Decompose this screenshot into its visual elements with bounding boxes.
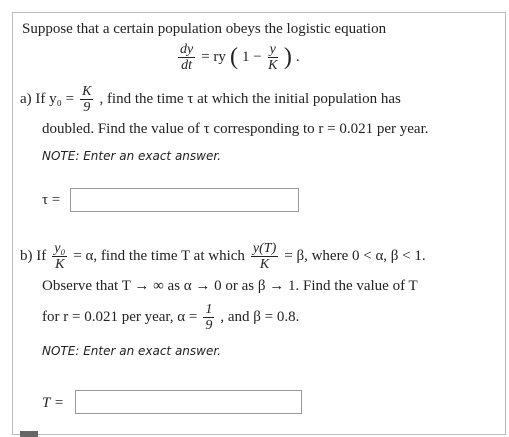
answer-label: T = [42, 395, 64, 411]
text: a) If y₀ = [20, 91, 75, 107]
answer-input[interactable] [75, 390, 302, 414]
text: b) If [20, 248, 47, 264]
part-a-answer: τ = [42, 192, 60, 209]
text: = α, find the time T at which [73, 248, 245, 264]
text: , find the time τ at which the initial p… [99, 91, 401, 107]
text: , and β = 0.8. [220, 309, 300, 325]
equation-text: . [295, 49, 300, 65]
denominator: dt [181, 58, 193, 73]
text: doubled. Find the value of τ correspondi… [42, 121, 429, 137]
intro-line: Suppose that a certain population obeys … [22, 21, 386, 38]
intro: Suppose that a certain population obeys … [22, 21, 387, 37]
paren: ( [229, 44, 238, 70]
denominator: K [259, 257, 270, 272]
part-a-line2: doubled. Find the value of τ correspondi… [42, 121, 428, 138]
numerator: y [267, 42, 278, 58]
fraction: y₀ K [52, 241, 68, 272]
denominator: 9 [205, 318, 213, 333]
text: = β, where 0 < α, β < 1. [284, 248, 426, 264]
answer-label: τ = [42, 192, 61, 208]
numerator: dy [178, 42, 196, 58]
text: Observe that T → ∞ as α → 0 or as β → 1.… [42, 278, 418, 294]
toolbar-stub [20, 431, 38, 437]
part-b-line2: Observe that T → ∞ as α → 0 or as β → 1.… [42, 278, 418, 295]
question-box [12, 12, 506, 435]
fraction: dy dt [178, 42, 196, 73]
fraction: y(T) K [250, 241, 279, 272]
note: NOTE: Enter an exact answer. [42, 149, 221, 163]
numerator: K [80, 84, 94, 100]
denominator: 9 [83, 100, 91, 115]
denominator: K [268, 58, 278, 73]
equation-text: 1 − [241, 49, 262, 65]
numerator: y(T) [250, 241, 279, 257]
part-a-note-line: NOTE: Enter an exact answer. [42, 149, 221, 163]
part-b-note-line: NOTE: Enter an exact answer. [42, 344, 221, 358]
equation-text: = ry [201, 49, 226, 65]
part-b-answer: T = [42, 395, 64, 412]
text: for r = 0.021 per year, α = [42, 309, 198, 325]
numerator: y₀ [52, 241, 68, 257]
numerator: 1 [203, 302, 215, 318]
note: NOTE: Enter an exact answer. [42, 344, 221, 358]
answer-input[interactable] [70, 188, 299, 212]
paren: ) [283, 44, 292, 70]
part-b-line1: b) If y₀ K = α, find the time T at which … [20, 241, 426, 272]
denominator: K [55, 257, 65, 272]
